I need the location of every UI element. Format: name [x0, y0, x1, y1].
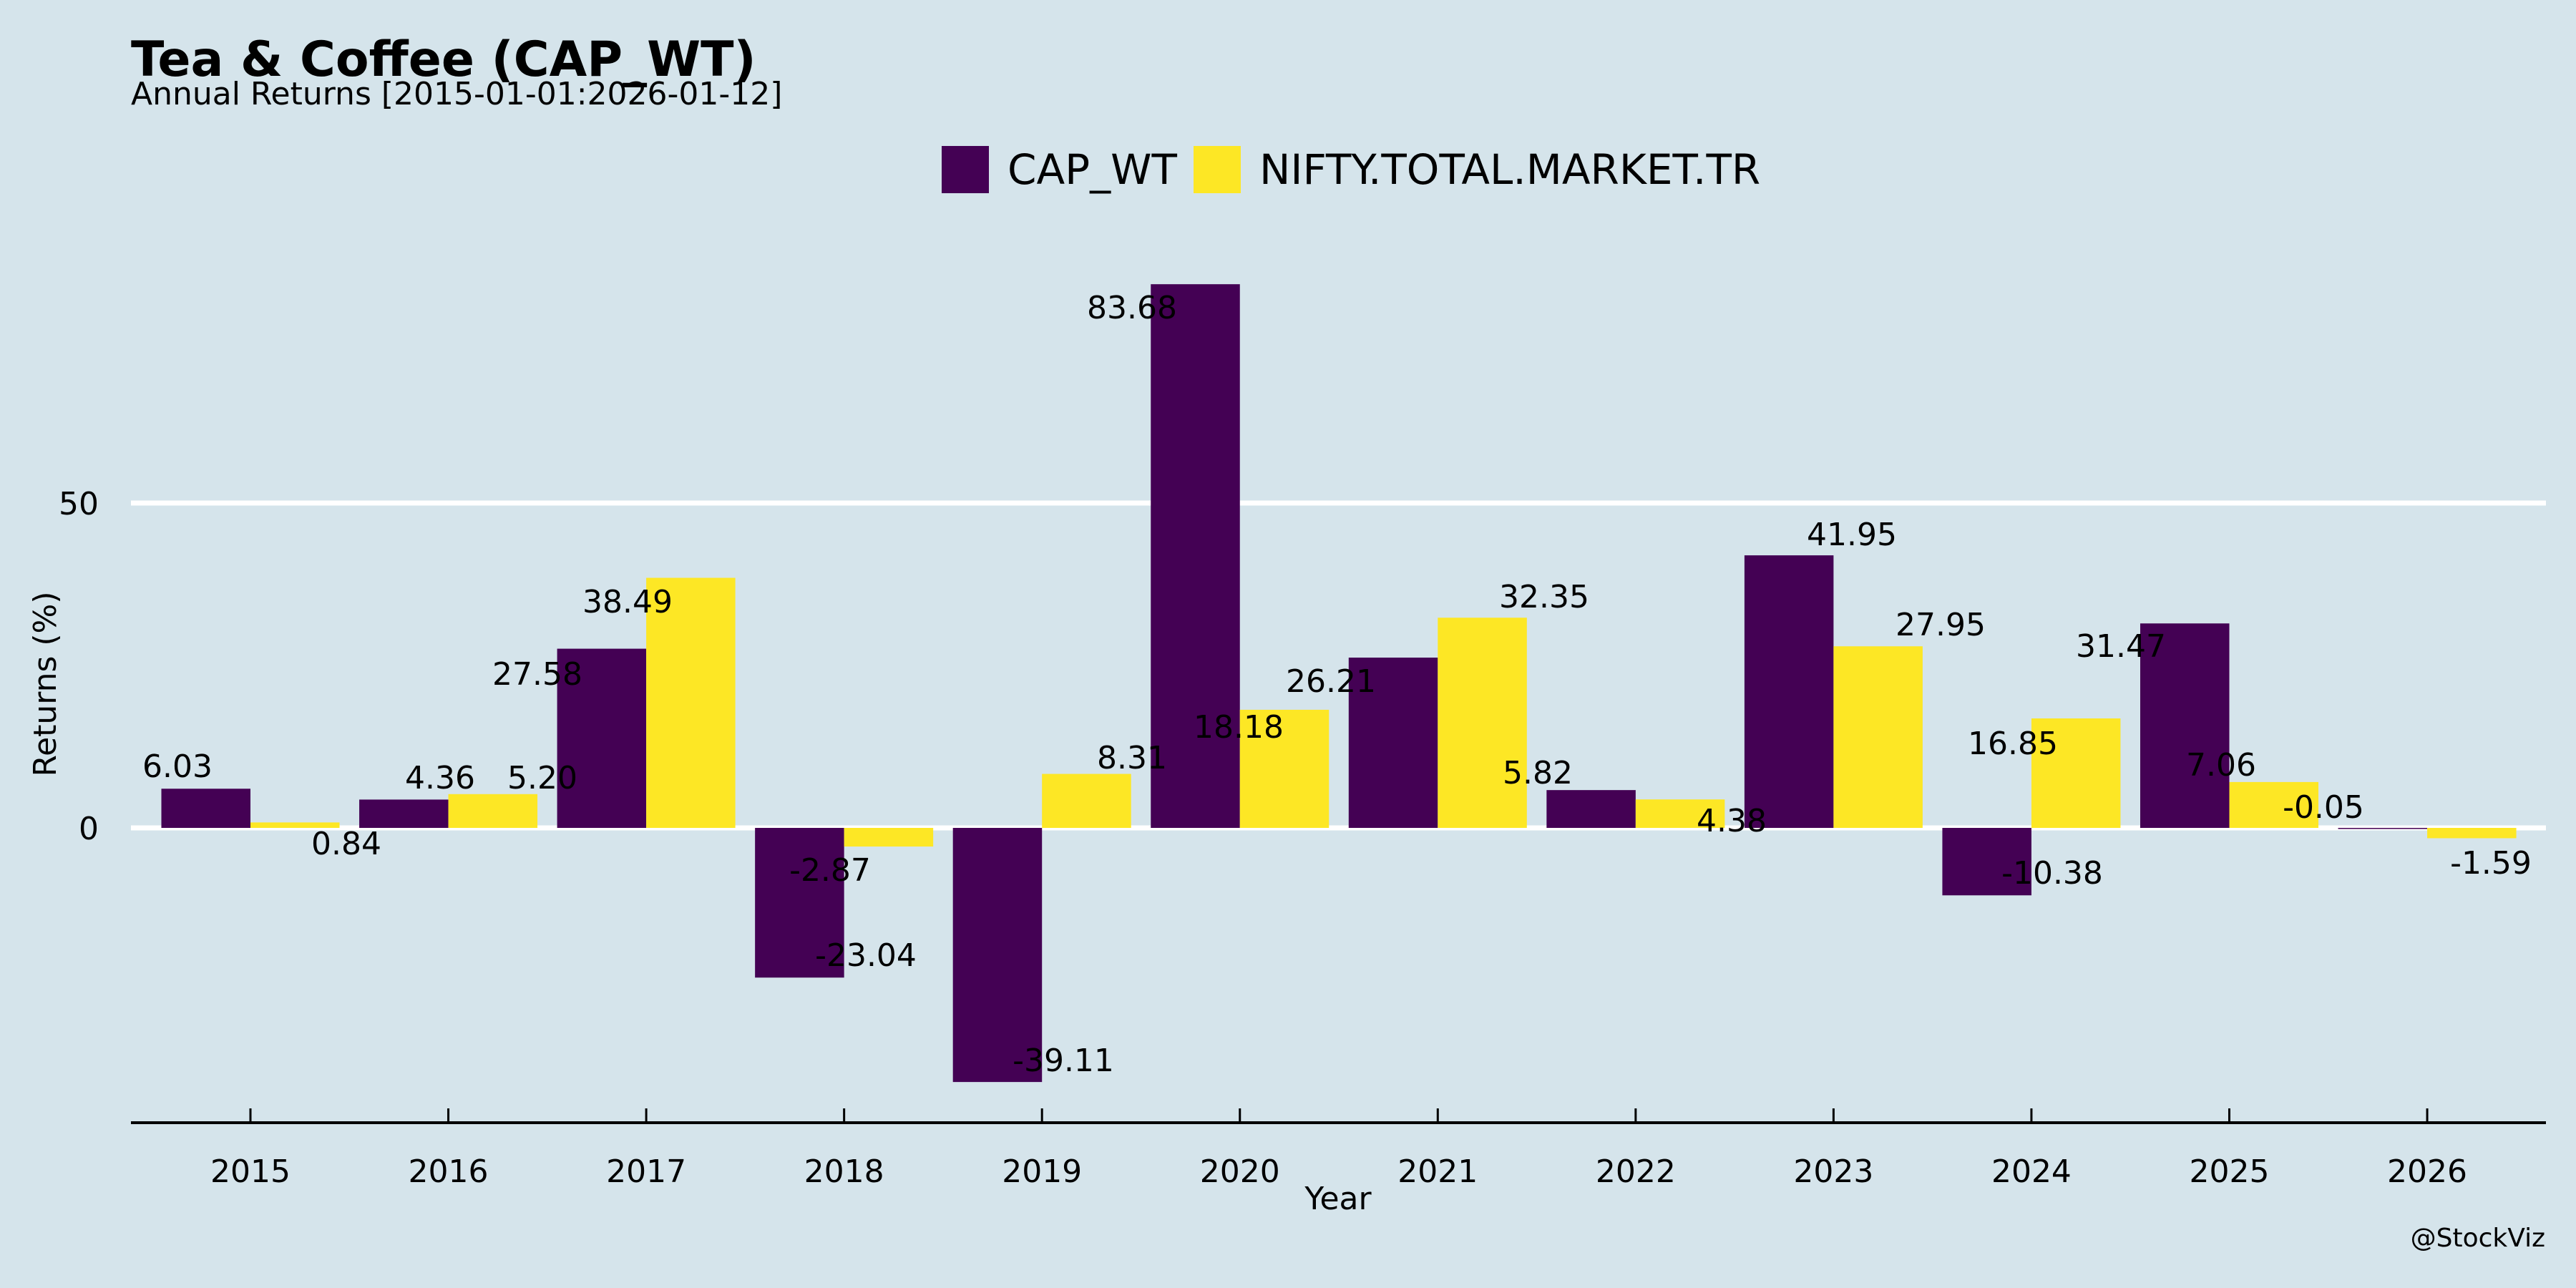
legend-label-nifty-total-market-tr: NIFTY.TOTAL.MARKET.TR [1259, 145, 1760, 194]
data-label-nifty-total-market-tr-2018: -2.87 [789, 852, 871, 889]
data-label-nifty-total-market-tr-2024: 16.85 [1968, 726, 2058, 762]
bar-nifty-total-market-tr-2018 [844, 828, 934, 847]
bar-cap-wt-2022 [1546, 790, 1636, 828]
x-tick-label: 2018 [804, 1153, 884, 1190]
data-label-cap-wt-2021: 26.21 [1286, 663, 1376, 700]
bar-cap-wt-2025 [2140, 623, 2230, 828]
y-axis-ticks: 0 50 [59, 486, 99, 847]
x-tick-label: 2019 [1002, 1153, 1082, 1190]
x-tick-label: 2024 [1991, 1153, 2072, 1190]
x-axis-label: Year [1304, 1181, 1372, 1217]
data-label-nifty-total-market-tr-2026: -1.59 [2450, 845, 2532, 882]
y-tick-label: 0 [79, 811, 99, 847]
x-tick-label: 2020 [1200, 1153, 1280, 1190]
data-label-nifty-total-market-tr-2025: 7.06 [2186, 747, 2256, 784]
data-label-cap-wt-2016: 4.36 [405, 760, 475, 796]
bars [161, 284, 2517, 1083]
data-label-nifty-total-market-tr-2022: 4.38 [1697, 803, 1767, 839]
legend-label-cap-wt: CAP_WT [1008, 145, 1177, 194]
data-label-cap-wt-2019: -39.11 [1013, 1043, 1114, 1079]
x-tick-label: 2023 [1793, 1153, 1873, 1190]
bar-cap-wt-2021 [1348, 658, 1438, 828]
bar-nifty-total-market-tr-2025 [2229, 781, 2318, 828]
x-tick-label: 2015 [210, 1153, 291, 1190]
bar-cap-wt-2018 [755, 828, 844, 978]
bar-cap-wt-2026 [2338, 828, 2428, 829]
bar-nifty-total-market-tr-2024 [2031, 718, 2121, 828]
data-label-cap-wt-2025: 31.47 [2076, 628, 2166, 665]
data-label-nifty-total-market-tr-2017: 38.49 [582, 584, 673, 620]
data-label-nifty-total-market-tr-2016: 5.20 [507, 760, 577, 796]
y-axis-label: Returns (%) [27, 591, 64, 776]
y-tick-label: 50 [59, 486, 99, 522]
x-tick-label: 2021 [1397, 1153, 1478, 1190]
x-tick-label: 2017 [606, 1153, 686, 1190]
bar-cap-wt-2023 [1744, 555, 1834, 828]
bar-nifty-total-market-tr-2016 [448, 794, 538, 828]
x-tick-label: 2022 [1596, 1153, 1676, 1190]
bar-nifty-total-market-tr-2019 [1042, 774, 1131, 828]
data-label-nifty-total-market-tr-2019: 8.31 [1097, 740, 1167, 776]
bar-nifty-total-market-tr-2023 [1833, 646, 1923, 828]
bar-nifty-total-market-tr-2021 [1438, 618, 1527, 828]
chart-subtitle: Annual Returns [2015-01-01:2026-01-12] [131, 76, 782, 112]
x-tick-label: 2026 [2387, 1153, 2467, 1190]
legend: CAP_WT NIFTY.TOTAL.MARKET.TR [942, 145, 1760, 194]
bar-cap-wt-2017 [557, 648, 647, 828]
data-label-cap-wt-2017: 27.58 [492, 656, 582, 693]
data-labels: 6.03 4.36 27.58 -23.04 -39.11 83.68 26.21 5.82 4… [142, 290, 2532, 1079]
bar-nifty-total-market-tr-2017 [646, 577, 736, 828]
bar-cap-wt-2024 [1942, 828, 2031, 896]
data-label-cap-wt-2020: 83.68 [1087, 290, 1177, 326]
bar-nifty-total-market-tr-2022 [1635, 799, 1725, 828]
x-tick-label: 2025 [2190, 1153, 2270, 1190]
bar-cap-wt-2019 [952, 828, 1043, 1083]
chart-title: Tea & Coffee (CAP_WT) [131, 31, 756, 88]
bar-nifty-total-market-tr-2026 [2427, 828, 2517, 839]
data-label-cap-wt-2023: 41.95 [1807, 517, 1897, 553]
data-label-cap-wt-2015: 6.03 [142, 748, 213, 785]
bar-nifty-total-market-tr-2020 [1239, 709, 1330, 828]
data-label-cap-wt-2026: -0.05 [2283, 789, 2364, 826]
data-label-nifty-total-market-tr-2015: 0.84 [311, 826, 381, 862]
data-label-cap-wt-2018: -23.04 [815, 937, 917, 974]
bar-cap-wt-2016 [359, 799, 449, 828]
data-label-cap-wt-2022: 5.82 [1503, 755, 1573, 791]
bar-nifty-total-market-tr-2015 [250, 822, 340, 828]
x-tick-label: 2016 [409, 1153, 489, 1190]
data-label-nifty-total-market-tr-2020: 18.18 [1194, 709, 1284, 746]
legend-swatch-cap-wt [942, 146, 989, 193]
watermark: @StockViz [2411, 1224, 2545, 1253]
data-label-nifty-total-market-tr-2023: 27.95 [1896, 607, 1986, 643]
data-label-nifty-total-market-tr-2021: 32.35 [1499, 579, 1589, 615]
data-label-cap-wt-2024: -10.38 [2001, 855, 2103, 892]
x-axis: 2015 2016 2017 2018 2019 2020 2021 2022 2023 2024… [131, 1108, 2546, 1190]
bar-cap-wt-2020 [1151, 284, 1240, 828]
bar-cap-wt-2015 [161, 789, 250, 828]
legend-swatch-nifty-total-market-tr [1194, 146, 1241, 193]
